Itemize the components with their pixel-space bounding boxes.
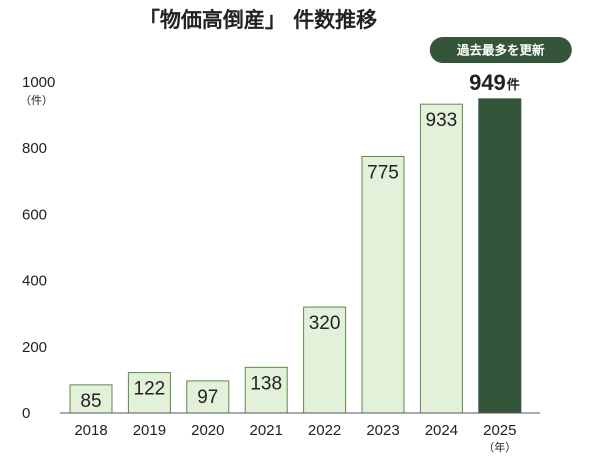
y-tick-label: 400 — [22, 273, 47, 290]
bar-value-label: 949 — [469, 70, 506, 95]
bar-value-label: 775 — [367, 162, 399, 183]
bar-value-label: 97 — [197, 387, 218, 408]
x-tick-label: 2024 — [425, 422, 458, 439]
chart-title: 「物価高倒産」 件数推移 — [139, 8, 377, 32]
y-tick-label: 600 — [22, 206, 47, 223]
bar — [69, 384, 113, 414]
bar — [478, 98, 522, 414]
bar — [127, 372, 171, 414]
x-tick-label: 2020 — [191, 422, 224, 439]
x-axis: 2018 2019 2020 2021 2022 2023 2024 2025（年） — [74, 422, 516, 454]
y-tick-label: 200 — [22, 339, 47, 356]
bar-value-unit: 件 — [507, 77, 520, 93]
bar-value-label: 122 — [134, 379, 166, 400]
x-tick-label: 2021 — [250, 422, 283, 439]
record-badge-text: 過去最多を更新 — [456, 43, 545, 58]
y-axis-unit: （件） — [20, 94, 53, 107]
bar-value-label: 933 — [426, 110, 458, 131]
bar — [361, 155, 405, 414]
x-tick-label: 2018 — [74, 422, 107, 439]
bars: 85 122 97 138 320 775 933 949 件 過去最多を更新 — [69, 37, 572, 414]
bar-value-label: 320 — [309, 313, 341, 334]
y-axis: 0 200 400 600 800 1000 （件） — [20, 74, 55, 422]
y-tick-label: 0 — [22, 405, 30, 422]
y-tick-label: 800 — [22, 140, 47, 157]
bar-value-label: 85 — [80, 391, 101, 412]
x-tick-label: 2023 — [366, 422, 399, 439]
y-tick-label: 1000 — [22, 74, 55, 91]
x-axis-unit: （年） — [483, 440, 516, 454]
bar — [419, 103, 463, 414]
x-tick-label: 2019 — [133, 422, 166, 439]
x-tick-label: 2022 — [308, 422, 341, 439]
x-tick-label: 2025 — [483, 422, 516, 439]
bar — [244, 366, 288, 414]
record-badge — [429, 37, 572, 63]
bar-value-label: 138 — [250, 373, 282, 394]
